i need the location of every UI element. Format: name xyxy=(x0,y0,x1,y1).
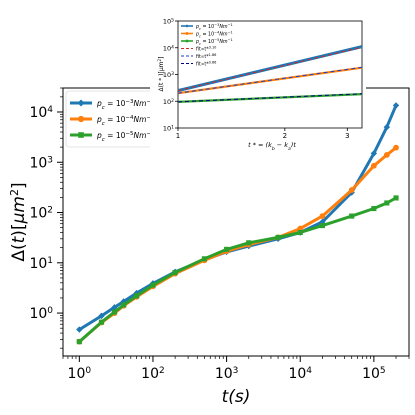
main-data-point xyxy=(370,150,378,157)
inset-fit-line xyxy=(177,93,363,103)
inset-series-5 xyxy=(177,66,363,94)
main-data-point xyxy=(76,339,82,345)
inset-y-tick-label: 105 xyxy=(163,17,174,26)
inset-legend-label: pc = 10−4Nm−1 xyxy=(195,31,233,39)
main-legend: pc = 10−3Nm−1pc = 10−4Nm−1pc = 10−5Nm−1 xyxy=(65,90,155,148)
main-data-point xyxy=(172,269,178,276)
main-data-point xyxy=(319,213,326,219)
main-x-axis-label: t(s) xyxy=(222,387,251,407)
main-data-point xyxy=(319,223,325,229)
inset-legend-item: fit∝t*3.10 xyxy=(181,46,216,53)
main-data-point xyxy=(383,123,391,131)
inset-legend-item: pc = 10−4Nm−1 xyxy=(181,31,233,39)
main-data-point xyxy=(393,195,399,201)
main-y-tick-label: 100 xyxy=(29,306,53,322)
main-series-group xyxy=(76,102,400,345)
inset-legend-label: pc = 10−3Nm−1 xyxy=(195,23,233,31)
main-data-point xyxy=(275,234,281,240)
inset-x-tick-label: 1 xyxy=(176,132,180,140)
main-legend-marker xyxy=(77,99,85,107)
main-data-point xyxy=(246,240,252,246)
main-data-point xyxy=(111,309,118,315)
inset-fit-line xyxy=(177,46,363,92)
inset-legend-label: fit∝t*1.86 xyxy=(196,53,216,60)
main-legend-marker xyxy=(77,115,85,123)
inset-legend-marker xyxy=(185,39,189,43)
main-x-tick-label: 102 xyxy=(141,366,165,382)
inset-series-4 xyxy=(177,46,363,92)
inset-legend-item: fit∝t*0.66 xyxy=(181,61,216,68)
inset-legend-label: fit∝t*3.10 xyxy=(196,46,216,53)
inset-legend: pc = 10−3Nm−1pc = 10−4Nm−1pc = 10−5Nm−1f… xyxy=(181,23,233,68)
inset-legend-item: pc = 10−3Nm−1 xyxy=(181,23,233,31)
inset-y-axis-label: Δ(t * )[μm2] xyxy=(157,57,166,92)
inset-legend-item: pc = 10−5Nm−1 xyxy=(181,38,233,46)
main-data-point xyxy=(348,187,355,193)
main-data-point xyxy=(384,200,390,206)
main-data-point xyxy=(370,162,377,169)
main-data-point xyxy=(224,246,230,252)
main-x-tick-label: 104 xyxy=(288,366,312,382)
main-data-point xyxy=(383,152,390,158)
main-y-tick-label: 102 xyxy=(29,206,53,222)
main-axis-ticks: 100 102 103 104 105 100 101 102 103 104 xyxy=(29,87,410,382)
inset-fit-line xyxy=(177,66,363,94)
main-legend-item: pc = 10−5Nm−1 xyxy=(70,131,155,143)
inset-y-tick-label: 102 xyxy=(163,97,174,106)
inset-legend-label: fit∝t*0.66 xyxy=(196,61,216,68)
main-data-point xyxy=(98,312,105,320)
main-data-point xyxy=(297,229,303,236)
inset-legend-marker xyxy=(185,24,189,28)
main-chart: 100 102 103 104 105 100 101 102 103 104 t(s) Δ(t)… xyxy=(8,87,410,407)
main-y-tick-label: 103 xyxy=(29,155,53,171)
main-data-point xyxy=(150,282,156,288)
inset-y-tick-label: 101 xyxy=(163,124,174,133)
inset-series-6 xyxy=(177,93,363,103)
main-x-tick-label: 105 xyxy=(362,366,386,382)
inset-plot-frame xyxy=(177,20,363,129)
main-data-point xyxy=(393,144,399,151)
main-data-point xyxy=(134,293,140,299)
inset-y-tick-label: 104 xyxy=(163,44,174,53)
inset-series-group xyxy=(177,45,363,103)
inset-y-tick-label: 103 xyxy=(163,71,174,80)
main-data-point xyxy=(371,205,377,212)
inset-legend-marker xyxy=(185,32,189,35)
inset-x-tick-label: 2 xyxy=(283,132,287,140)
main-data-point xyxy=(392,102,400,109)
main-series-3 xyxy=(76,195,399,345)
main-data-point xyxy=(98,319,105,325)
main-y-tick-label: 101 xyxy=(29,256,53,272)
main-data-point xyxy=(76,326,83,333)
main-data-point xyxy=(121,302,127,308)
main-x-tick-label: 100 xyxy=(68,366,92,382)
main-x-tick-label: 103 xyxy=(215,366,239,382)
inset-x-axis-label: t * = (kb − ka)t xyxy=(248,141,296,152)
inset-x-tick-label: 3 xyxy=(345,132,349,140)
inset-chart: 1 2 3 101 102 103 104 105 t * = (kb − ka)t Δ(t … xyxy=(150,10,366,152)
inset-legend-label: pc = 10−5Nm−1 xyxy=(195,38,233,46)
main-legend-marker xyxy=(78,132,84,138)
main-series-line xyxy=(78,196,397,343)
main-data-point xyxy=(349,213,355,219)
inset-legend-item: fit∝t*1.86 xyxy=(181,53,216,60)
main-y-axis-label: Δ(t)[μm2] xyxy=(8,182,30,261)
inset-axis-ticks: 1 2 3 101 102 103 104 105 xyxy=(163,17,350,140)
main-y-tick-label: 104 xyxy=(29,105,53,121)
main-data-point xyxy=(201,256,207,262)
